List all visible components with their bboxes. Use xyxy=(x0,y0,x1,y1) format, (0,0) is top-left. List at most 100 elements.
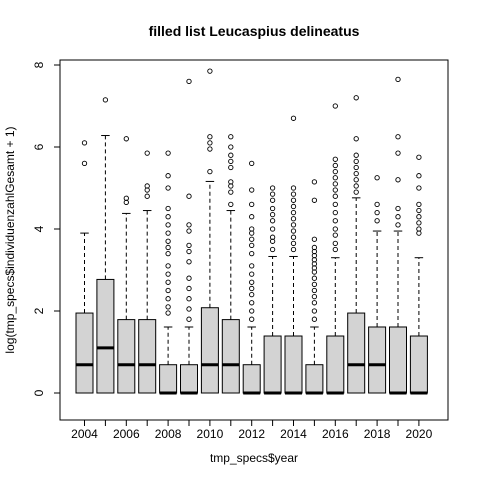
box-body xyxy=(138,319,157,394)
box-body xyxy=(305,364,324,394)
outlier-point xyxy=(186,306,192,312)
outlier-point xyxy=(416,173,422,179)
outlier-point xyxy=(416,201,422,208)
outlier-point xyxy=(165,279,171,285)
outlier-point xyxy=(144,183,150,189)
outlier-point xyxy=(290,216,297,222)
outlier-point xyxy=(249,160,255,167)
outlier-point xyxy=(249,291,255,298)
outlier-point xyxy=(249,285,255,292)
outlier-point xyxy=(228,134,234,140)
outlier-point xyxy=(269,246,276,253)
outlier-point xyxy=(374,201,380,208)
chart-title: filled list Leucaspius delineatus xyxy=(149,23,360,39)
outlier-point xyxy=(416,185,422,191)
outlier-point xyxy=(165,263,171,269)
outlier-point xyxy=(290,115,297,121)
outlier-point xyxy=(165,310,171,316)
outlier-point xyxy=(186,296,192,302)
box-body xyxy=(200,307,219,394)
outlier-point xyxy=(353,170,359,177)
outlier-point xyxy=(290,240,297,247)
box-body xyxy=(159,364,178,394)
outlier-point xyxy=(395,205,401,212)
outlier-point xyxy=(165,304,171,310)
x-tick-label: 2012 xyxy=(238,427,265,441)
outlier-point xyxy=(332,187,338,193)
outlier-point xyxy=(311,275,318,281)
outlier-point xyxy=(332,232,338,238)
outlier-point xyxy=(290,185,297,191)
outlier-point xyxy=(332,226,338,232)
outlier-point xyxy=(290,246,297,253)
outlier-point xyxy=(269,191,276,197)
outlier-point xyxy=(332,168,338,175)
outlier-point xyxy=(249,308,255,314)
outlier-point xyxy=(165,185,171,191)
outlier-point xyxy=(165,287,171,294)
outlier-point xyxy=(416,226,422,232)
x-tick-label: 2006 xyxy=(113,427,140,441)
outlier-point xyxy=(332,209,338,216)
box-body xyxy=(326,335,345,394)
outlier-point xyxy=(81,140,88,146)
outlier-point xyxy=(332,162,338,169)
outlier-point xyxy=(249,279,255,285)
outlier-point xyxy=(311,244,318,251)
outlier-point xyxy=(269,234,276,240)
outlier-point xyxy=(395,214,401,220)
outlier-point xyxy=(416,220,422,226)
outlier-point xyxy=(290,203,297,210)
box-body xyxy=(389,326,407,394)
outlier-point xyxy=(353,164,359,171)
outlier-point xyxy=(165,230,171,236)
outlier-point xyxy=(290,234,297,240)
outlier-point xyxy=(165,150,171,156)
box-2014 xyxy=(284,115,303,395)
outlier-point xyxy=(353,152,359,158)
outlier-point xyxy=(228,201,234,208)
outlier-point xyxy=(269,211,276,218)
box-2010 xyxy=(200,68,219,394)
outlier-point xyxy=(311,287,318,294)
plot-frame xyxy=(59,59,449,421)
y-tick-label: 6 xyxy=(32,143,46,150)
outlier-point xyxy=(332,193,338,199)
outlier-point xyxy=(165,244,171,251)
y-tick-label: 0 xyxy=(32,389,46,396)
outlier-point xyxy=(249,214,255,220)
y-tick-label: 4 xyxy=(32,225,46,232)
outlier-point xyxy=(290,191,297,197)
outlier-point xyxy=(416,214,422,220)
outlier-point xyxy=(269,226,276,232)
outlier-point xyxy=(416,207,422,214)
box-2004 xyxy=(75,140,94,394)
outlier-point xyxy=(207,140,213,146)
outlier-point xyxy=(165,222,171,228)
outlier-point xyxy=(374,209,380,216)
outlier-point xyxy=(186,248,192,255)
box-body xyxy=(117,319,136,394)
box-2005 xyxy=(96,97,115,394)
box-2018 xyxy=(368,175,387,394)
outlier-point xyxy=(186,316,192,322)
box-body xyxy=(96,278,115,394)
outlier-point xyxy=(102,97,109,103)
outlier-point xyxy=(353,136,359,142)
outlier-point xyxy=(332,201,338,208)
box-body xyxy=(347,312,366,394)
outlier-point xyxy=(395,177,401,183)
x-axis-label: tmp_specs$year xyxy=(210,451,298,465)
outlier-point xyxy=(249,242,255,249)
outlier-point xyxy=(332,156,338,162)
outlier-point xyxy=(249,201,255,208)
outlier-point xyxy=(186,259,192,265)
box-2012 xyxy=(242,160,261,395)
box-2019 xyxy=(389,76,407,395)
x-tick-label: 2008 xyxy=(155,427,182,441)
box-body xyxy=(180,364,198,394)
outlier-point xyxy=(81,160,88,167)
box-2008 xyxy=(159,150,178,395)
outlier-point xyxy=(416,154,422,160)
outlier-point xyxy=(249,187,255,193)
